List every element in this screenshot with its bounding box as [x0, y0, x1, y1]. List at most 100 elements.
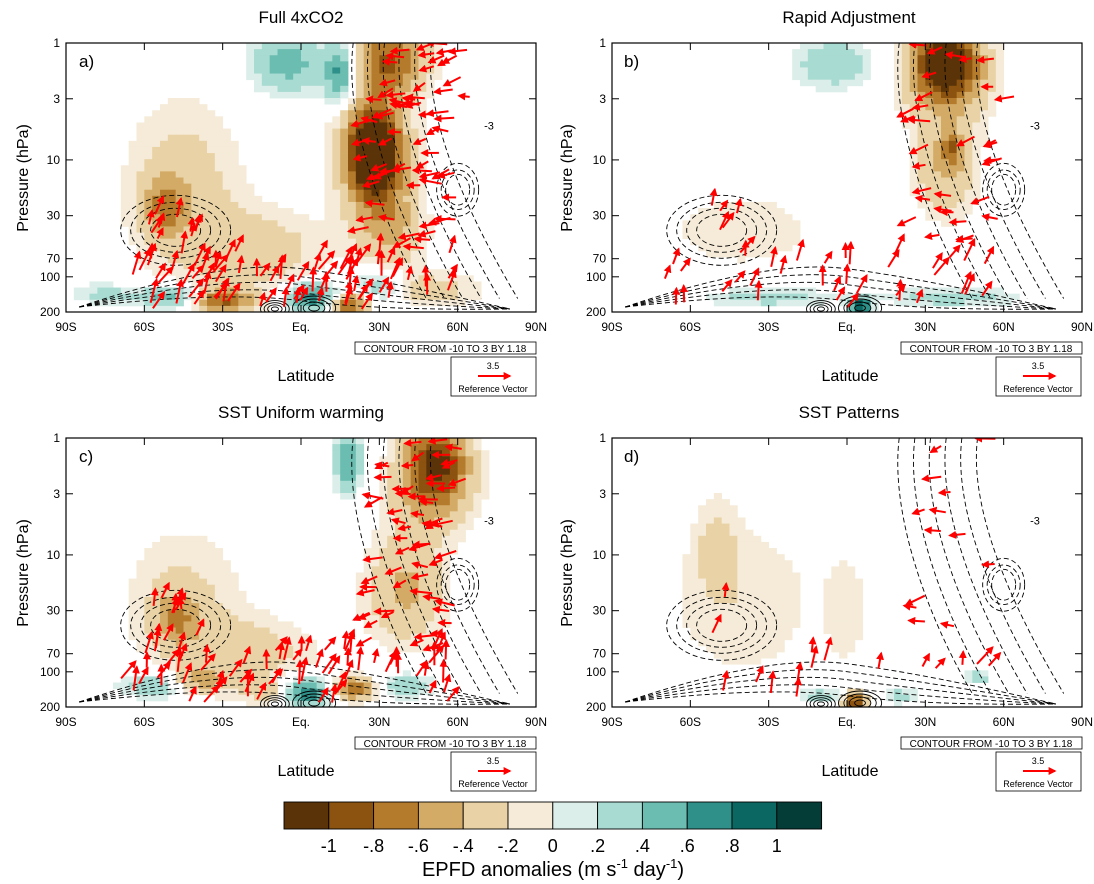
ep-flux-vector — [411, 540, 430, 549]
anomaly-cell — [760, 238, 770, 246]
anomaly-cell — [191, 183, 200, 191]
anomaly-cell — [792, 603, 801, 610]
anomaly-cell — [175, 256, 184, 264]
ep-flux-vector — [265, 287, 277, 303]
anomaly-cell — [442, 281, 451, 288]
anomaly-cell — [301, 250, 310, 258]
anomaly-cell — [160, 226, 169, 233]
anomaly-cell — [395, 208, 404, 215]
anomaly-cell — [183, 208, 192, 215]
anomaly-cell — [152, 171, 161, 178]
anomaly-cell — [792, 67, 801, 74]
anomaly-cell — [442, 299, 451, 307]
anomaly-cell — [175, 232, 184, 240]
anomaly-cell — [792, 578, 801, 586]
anomaly-cell — [152, 122, 161, 129]
anomaly-cell — [434, 275, 443, 282]
anomaly-cell — [956, 104, 965, 111]
anomaly-cell — [167, 305, 177, 312]
anomaly-cell — [387, 73, 396, 81]
anomaly-cell — [128, 226, 137, 233]
anomaly-cell — [395, 189, 404, 197]
anomaly-cell — [972, 73, 981, 81]
colorbar-box — [462, 801, 509, 830]
anomaly-cell — [792, 621, 801, 628]
anomaly-cell — [246, 694, 255, 702]
anomaly-cell — [410, 195, 419, 203]
anomaly-cell — [457, 517, 466, 524]
anomaly-cell — [379, 250, 388, 258]
anomaly-cell — [917, 177, 926, 185]
anomaly-cell — [191, 116, 200, 123]
anomaly-cell — [175, 627, 184, 635]
anomaly-cell — [925, 146, 934, 154]
anomaly-cell — [760, 554, 770, 561]
anomaly-cell — [152, 615, 161, 622]
anomaly-cell — [402, 189, 412, 197]
anomaly-cell — [340, 189, 349, 197]
solid-contours — [806, 690, 883, 707]
contour-line — [854, 304, 866, 312]
anomaly-cell — [136, 287, 145, 295]
anomaly-cell — [831, 645, 840, 653]
anomaly-cell — [847, 61, 856, 68]
anomaly-cell — [214, 645, 224, 653]
anomaly-cell — [410, 676, 419, 683]
anomaly-cell — [776, 596, 785, 604]
anomaly-cell — [473, 456, 482, 463]
y-tick-label: 30 — [593, 209, 607, 223]
ep-flux-vector — [976, 646, 994, 665]
anomaly-cell — [199, 560, 208, 567]
anomaly-cell — [308, 263, 318, 270]
anomaly-cell — [207, 633, 216, 641]
anomaly-cell — [721, 226, 730, 233]
anomaly-cell — [332, 165, 341, 172]
anomaly-cell — [332, 468, 341, 476]
anomaly-cell — [434, 43, 443, 50]
anomaly-cell — [199, 670, 208, 677]
colorbar-box — [597, 801, 643, 830]
anomaly-cell — [355, 468, 365, 476]
ep-flux-vector — [153, 627, 162, 652]
ep-flux-vector — [351, 138, 369, 147]
anomaly-cell — [457, 287, 466, 295]
anomaly-cell — [760, 566, 770, 573]
anomaly-cell — [682, 232, 691, 240]
anomaly-cell — [128, 578, 137, 586]
anomaly-cell — [144, 645, 153, 653]
anomaly-cell — [152, 128, 161, 136]
anomaly-cell — [682, 590, 691, 598]
anomaly-cell — [410, 208, 419, 215]
anomaly-cell — [371, 615, 380, 622]
contour-label: -3 — [484, 121, 494, 133]
anomaly-cell — [254, 287, 263, 295]
anomaly-cell — [410, 275, 419, 282]
anomaly-cell — [894, 293, 903, 301]
anomaly-cell — [402, 195, 412, 203]
anomaly-cell — [254, 85, 263, 93]
contour-line — [816, 701, 825, 707]
anomaly-cell — [721, 609, 730, 616]
anomaly-cell — [332, 676, 341, 683]
anomaly-cell — [823, 621, 832, 628]
anomaly-cell — [729, 220, 738, 227]
anomaly-cell — [964, 189, 973, 197]
anomaly-cell — [729, 572, 738, 580]
anomaly-cell — [144, 293, 153, 301]
ep-flux-vector — [188, 685, 197, 702]
ep-flux-vector — [446, 269, 457, 291]
anomaly-cell — [925, 183, 934, 191]
anomaly-cell — [418, 287, 427, 295]
anomaly-cell — [222, 220, 231, 227]
anomaly-cell — [457, 486, 466, 494]
anomaly-cell — [831, 596, 840, 604]
anomaly-cell — [449, 529, 459, 537]
anomaly-cell — [128, 621, 137, 628]
colorbar-tick-label: 1 — [772, 836, 782, 856]
anomaly-cell — [348, 450, 357, 457]
anomaly-cell — [254, 61, 263, 68]
ep-flux-vector — [432, 87, 453, 96]
contour-line — [982, 162, 1026, 217]
anomaly-cell — [199, 134, 208, 142]
